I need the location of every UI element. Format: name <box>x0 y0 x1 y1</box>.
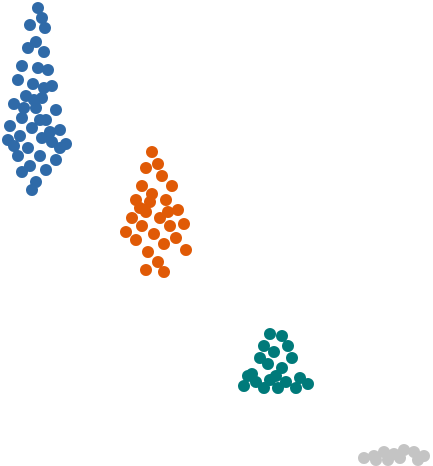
data-point-0-6 <box>38 46 50 58</box>
data-point-0-34 <box>16 166 28 178</box>
data-point-0-37 <box>34 114 46 126</box>
data-point-3-8 <box>394 452 406 464</box>
data-point-2-17 <box>272 382 284 394</box>
data-point-2-15 <box>258 382 270 394</box>
data-point-0-8 <box>32 62 44 74</box>
data-point-0-18 <box>16 112 28 124</box>
data-point-0-9 <box>42 64 54 76</box>
data-point-0-43 <box>38 82 50 94</box>
data-point-0-23 <box>14 130 26 142</box>
data-point-0-41 <box>8 140 20 152</box>
data-point-0-21 <box>26 122 38 134</box>
data-point-0-1 <box>36 12 48 24</box>
data-point-1-24 <box>140 264 152 276</box>
data-point-1-25 <box>158 266 170 278</box>
data-point-3-7 <box>412 454 424 466</box>
data-point-1-4 <box>136 180 148 192</box>
data-point-2-6 <box>286 352 298 364</box>
series-1 <box>120 146 192 278</box>
data-point-0-36 <box>26 184 38 196</box>
data-point-1-22 <box>142 246 154 258</box>
data-point-1-3 <box>156 170 168 182</box>
data-point-0-39 <box>18 102 30 114</box>
data-point-2-3 <box>282 340 294 352</box>
data-point-0-3 <box>39 22 51 34</box>
data-point-0-17 <box>50 104 62 116</box>
data-point-0-2 <box>24 19 36 31</box>
series-3 <box>358 444 430 466</box>
data-point-1-14 <box>136 220 148 232</box>
data-point-1-8 <box>160 194 172 206</box>
data-point-1-17 <box>148 228 160 240</box>
data-point-2-16 <box>290 382 302 394</box>
series-2 <box>238 328 314 394</box>
data-point-1-1 <box>152 158 164 170</box>
data-point-0-5 <box>22 42 34 54</box>
data-point-3-0 <box>358 452 370 464</box>
data-point-0-11 <box>27 78 39 90</box>
data-point-1-19 <box>130 234 142 246</box>
data-point-0-15 <box>8 98 20 110</box>
data-point-1-26 <box>144 196 156 208</box>
data-point-0-38 <box>44 126 56 138</box>
data-point-0-30 <box>34 150 46 162</box>
data-point-0-31 <box>50 154 62 166</box>
data-point-1-16 <box>120 226 132 238</box>
data-point-1-13 <box>164 220 176 232</box>
data-point-0-42 <box>28 94 40 106</box>
data-point-2-14 <box>238 380 250 392</box>
data-point-2-0 <box>264 328 276 340</box>
data-point-2-19 <box>270 370 282 382</box>
data-point-1-5 <box>166 180 178 192</box>
data-point-0-7 <box>16 60 28 72</box>
data-point-1-2 <box>140 162 152 174</box>
data-point-0-20 <box>4 120 16 132</box>
data-point-3-10 <box>370 454 382 466</box>
data-point-1-27 <box>162 206 174 218</box>
data-point-1-21 <box>180 244 192 256</box>
data-point-2-1 <box>276 330 288 342</box>
data-point-0-40 <box>54 142 66 154</box>
data-point-2-4 <box>268 346 280 358</box>
series-0 <box>2 2 72 196</box>
data-point-0-22 <box>54 124 66 136</box>
data-point-1-9 <box>172 204 184 216</box>
data-point-0-10 <box>12 74 24 86</box>
data-point-0-0 <box>32 2 44 14</box>
data-point-1-12 <box>126 212 138 224</box>
data-point-0-33 <box>40 164 52 176</box>
data-point-2-7 <box>262 358 274 370</box>
data-point-2-2 <box>258 340 270 352</box>
data-point-2-18 <box>246 368 258 380</box>
data-point-2-20 <box>302 378 314 390</box>
data-point-1-15 <box>178 218 190 230</box>
data-point-1-23 <box>152 256 164 268</box>
data-point-3-9 <box>382 454 394 466</box>
data-point-0-29 <box>12 150 24 162</box>
data-point-1-20 <box>158 238 170 250</box>
data-point-1-28 <box>134 202 146 214</box>
data-point-1-0 <box>146 146 158 158</box>
data-point-0-27 <box>22 142 34 154</box>
data-point-1-18 <box>170 232 182 244</box>
